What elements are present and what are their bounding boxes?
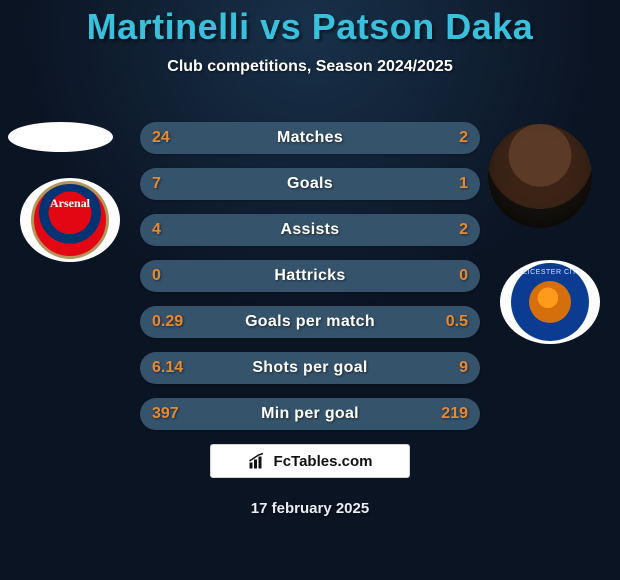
stat-left-value: 24	[152, 129, 212, 147]
stat-label: Matches	[212, 129, 408, 147]
leicester-crest-icon	[511, 263, 589, 341]
stat-left-value: 397	[152, 405, 212, 423]
stat-left-value: 6.14	[152, 359, 212, 377]
stat-left-value: 0.29	[152, 313, 212, 331]
stat-label: Goals	[212, 175, 408, 193]
brand-badge: FcTables.com	[210, 444, 410, 478]
brand-text: FcTables.com	[274, 453, 373, 470]
stat-right-value: 2	[408, 129, 468, 147]
stat-row: 7Goals1	[140, 168, 480, 200]
player-right-avatar	[488, 124, 592, 228]
stat-label: Assists	[212, 221, 408, 239]
subtitle: Club competitions, Season 2024/2025	[0, 58, 620, 76]
stat-right-value: 2	[408, 221, 468, 239]
comparison-date: 17 february 2025	[0, 500, 620, 517]
stat-right-value: 0	[408, 267, 468, 285]
stat-row: 397Min per goal219	[140, 398, 480, 430]
stat-left-value: 7	[152, 175, 212, 193]
stat-row: 4Assists2	[140, 214, 480, 246]
stat-right-value: 0.5	[408, 313, 468, 331]
stat-right-value: 219	[408, 405, 468, 423]
stat-row: 6.14Shots per goal9	[140, 352, 480, 384]
stats-table: 24Matches27Goals14Assists20Hattricks00.2…	[140, 122, 480, 444]
comparison-card: Martinelli vs Patson Daka Club competiti…	[0, 0, 620, 580]
player-left-crest	[20, 178, 120, 262]
stat-row: 0Hattricks0	[140, 260, 480, 292]
brand-chart-icon	[248, 452, 266, 470]
player-right-crest	[500, 260, 600, 344]
page-title: Martinelli vs Patson Daka	[0, 0, 620, 48]
stat-right-value: 9	[408, 359, 468, 377]
stat-label: Min per goal	[212, 405, 408, 423]
arsenal-crest-icon	[31, 181, 109, 259]
stat-right-value: 1	[408, 175, 468, 193]
stat-label: Shots per goal	[212, 359, 408, 377]
stat-left-value: 0	[152, 267, 212, 285]
stat-label: Goals per match	[212, 313, 408, 331]
stat-row: 0.29Goals per match0.5	[140, 306, 480, 338]
stat-label: Hattricks	[212, 267, 408, 285]
player-left-avatar	[8, 122, 113, 152]
stat-left-value: 4	[152, 221, 212, 239]
stat-row: 24Matches2	[140, 122, 480, 154]
